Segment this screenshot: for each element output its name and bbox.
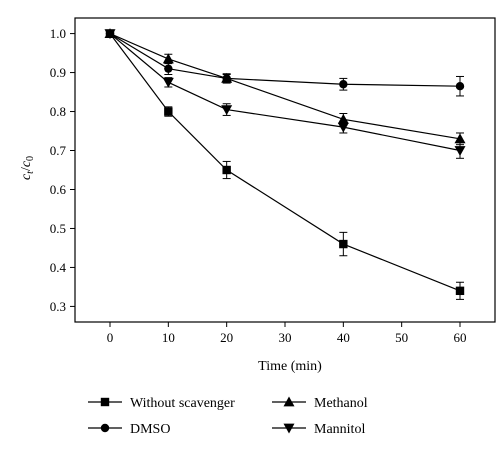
point-mannitol-1 [162,77,174,88]
legend-marker-dmso [100,423,110,433]
x-tick-label-50: 50 [395,330,408,345]
point-mannitol-4 [454,146,466,157]
x-axis-title: Time (min) [258,359,322,374]
legend-label-dmso: DMSO [130,422,170,437]
y-axis-title-slash: / [19,167,34,171]
point-methanol-1 [162,53,174,64]
y-axis-title-c2: c [19,160,34,167]
y-tick-label-4: 0.7 [50,143,67,158]
legend-label-without-scavenger: Without scavenger [130,396,235,411]
point-methanol-4 [454,133,466,144]
y-tick-label-3: 0.6 [50,182,67,197]
point-mannitol-0 [104,29,116,40]
plot-area: 0 10 20 30 40 50 60 0.3 0.4 0.5 0.6 0.7 0.8 0.9 1.0 [50,17,496,345]
point-without-scavenger-4 [455,286,465,296]
x-tick-label-0: 0 [107,330,114,345]
y-tick-label-1: 0.4 [50,260,67,275]
point-dmso-3 [339,80,348,89]
series-line-methanol [109,33,461,140]
series-line-without-scavenger [109,33,461,292]
svg-text:ct/c0: ct/c0 [19,156,36,180]
y-axis-title-sub-0: 0 [25,156,36,161]
x-tick-label-20: 20 [220,330,233,345]
y-axis-title-sub-t: t [25,171,36,174]
legend-label-methanol: Methanol [314,396,368,411]
y-tick-label-7: 1.0 [50,26,66,41]
y-tick-label-0: 0.3 [50,299,66,314]
legend: Without scavenger DMSO Methanol Mannitol [88,396,368,437]
x-tick-label-40: 40 [337,330,350,345]
point-without-scavenger-1 [164,107,173,116]
legend-marker-without-scavenger [100,397,110,407]
x-tick-label-10: 10 [162,330,175,345]
point-mannitol-2 [221,105,233,116]
point-dmso-4 [455,82,465,91]
point-without-scavenger-2 [222,165,231,175]
legend-marker-methanol [283,396,295,407]
y-axis-title-c1: c [19,173,34,180]
x-tick-label-60: 60 [454,330,467,345]
plot-frame [74,17,496,323]
y-tick-label-6: 0.9 [50,65,66,80]
point-dmso-1 [164,64,173,73]
point-without-scavenger-3 [339,239,348,249]
series-line-dmso [109,33,461,87]
point-methanol-2 [221,72,233,83]
legend-marker-mannitol [283,423,295,434]
y-tick-label-5: 0.8 [50,104,66,119]
y-axis-title: ct/c0 [19,156,36,180]
legend-label-mannitol: Mannitol [314,422,365,437]
series-line-mannitol [109,33,461,152]
x-tick-label-30: 30 [279,330,292,345]
point-mannitol-3 [337,122,349,133]
y-tick-label-2: 0.5 [50,221,66,236]
